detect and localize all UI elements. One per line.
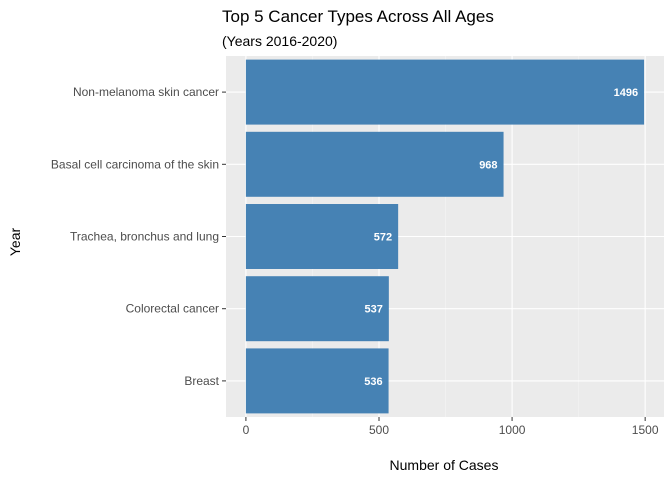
x-tick-label: 0 xyxy=(243,423,250,437)
y-tick-label: Basal cell carcinoma of the skin xyxy=(51,157,219,171)
x-tick-label: 1500 xyxy=(632,423,659,437)
x-axis: 0 500 1000 1500 xyxy=(243,417,659,437)
chart-title: Top 5 Cancer Types Across All Ages xyxy=(222,7,494,26)
bar xyxy=(245,59,645,125)
y-tick-label: Trachea, bronchus and lung xyxy=(70,230,219,244)
x-tick-label: 500 xyxy=(369,423,389,437)
bar-value-label: 572 xyxy=(374,232,392,244)
bars xyxy=(245,59,645,414)
bar-value-label: 536 xyxy=(364,376,382,388)
bar xyxy=(245,204,399,269)
x-tick-label: 1000 xyxy=(499,423,526,437)
y-axis-title: Year xyxy=(7,228,23,257)
bar-value-label: 968 xyxy=(479,159,497,171)
bar xyxy=(245,348,389,414)
x-axis-title: Number of Cases xyxy=(390,457,499,473)
bar-value-label: 1496 xyxy=(614,87,638,99)
bar xyxy=(245,276,389,342)
bar-value-label: 537 xyxy=(364,304,382,316)
y-tick-label: Colorectal cancer xyxy=(126,302,219,316)
data-labels: 1496 968 572 537 536 xyxy=(364,87,638,388)
y-axis: Non-melanoma skin cancer Basal cell carci… xyxy=(51,85,226,388)
bar xyxy=(245,131,504,197)
chart-subtitle: (Years 2016-2020) xyxy=(222,33,337,49)
y-tick-label: Non-melanoma skin cancer xyxy=(73,85,219,99)
y-tick-label: Breast xyxy=(184,374,219,388)
